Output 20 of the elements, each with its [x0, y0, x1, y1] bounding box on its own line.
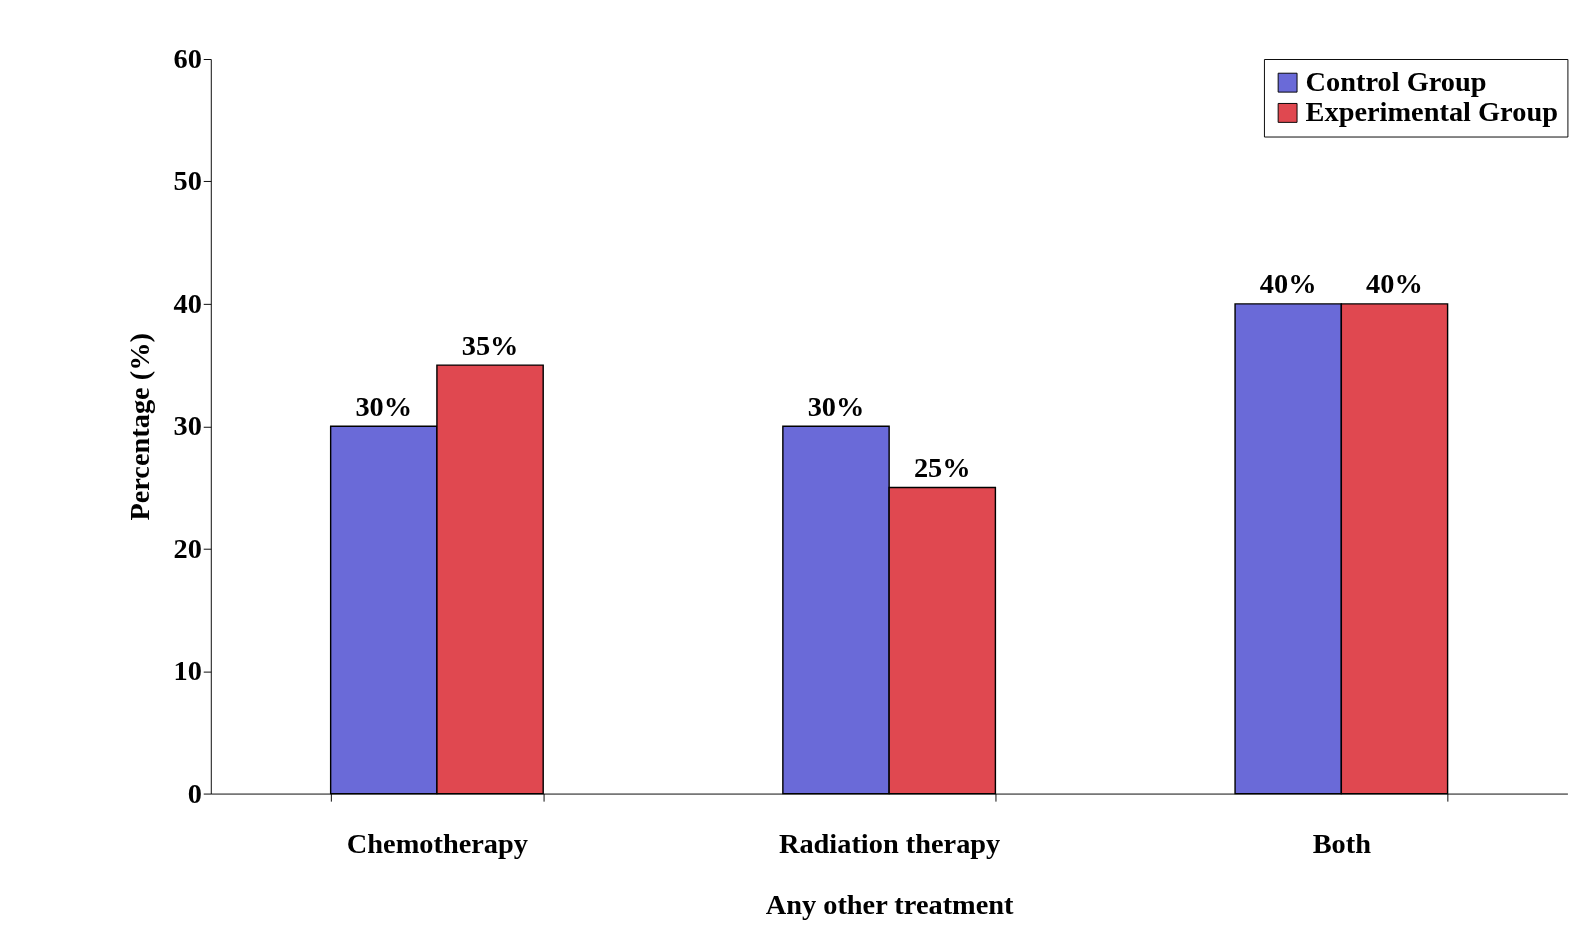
- x-tick-label: Both: [1312, 827, 1372, 859]
- data-label: 35%: [461, 329, 519, 361]
- data-label: 30%: [807, 390, 865, 422]
- data-label: 30%: [355, 390, 413, 422]
- data-label: 25%: [913, 452, 971, 484]
- x-tick-label: Chemotherapy: [346, 827, 528, 859]
- legend-label: Control Group: [1305, 66, 1487, 98]
- y-tick-label: 40: [173, 287, 202, 319]
- legend-label: Experimental Group: [1305, 96, 1558, 128]
- x-axis-title: Any other treatment: [765, 889, 1015, 921]
- y-tick-label: 30: [173, 410, 202, 442]
- y-tick-label: 20: [173, 532, 202, 564]
- y-tick-label: 10: [173, 655, 202, 687]
- x-tick-label: Radiation therapy: [778, 827, 1001, 859]
- y-tick-label: 50: [173, 165, 202, 197]
- data-label: 40%: [1366, 268, 1423, 300]
- y-axis-title: Percentage (%): [123, 332, 155, 521]
- y-tick-label: 0: [187, 777, 202, 809]
- data-label: 40%: [1259, 268, 1317, 300]
- y-tick-label: 60: [173, 43, 202, 75]
